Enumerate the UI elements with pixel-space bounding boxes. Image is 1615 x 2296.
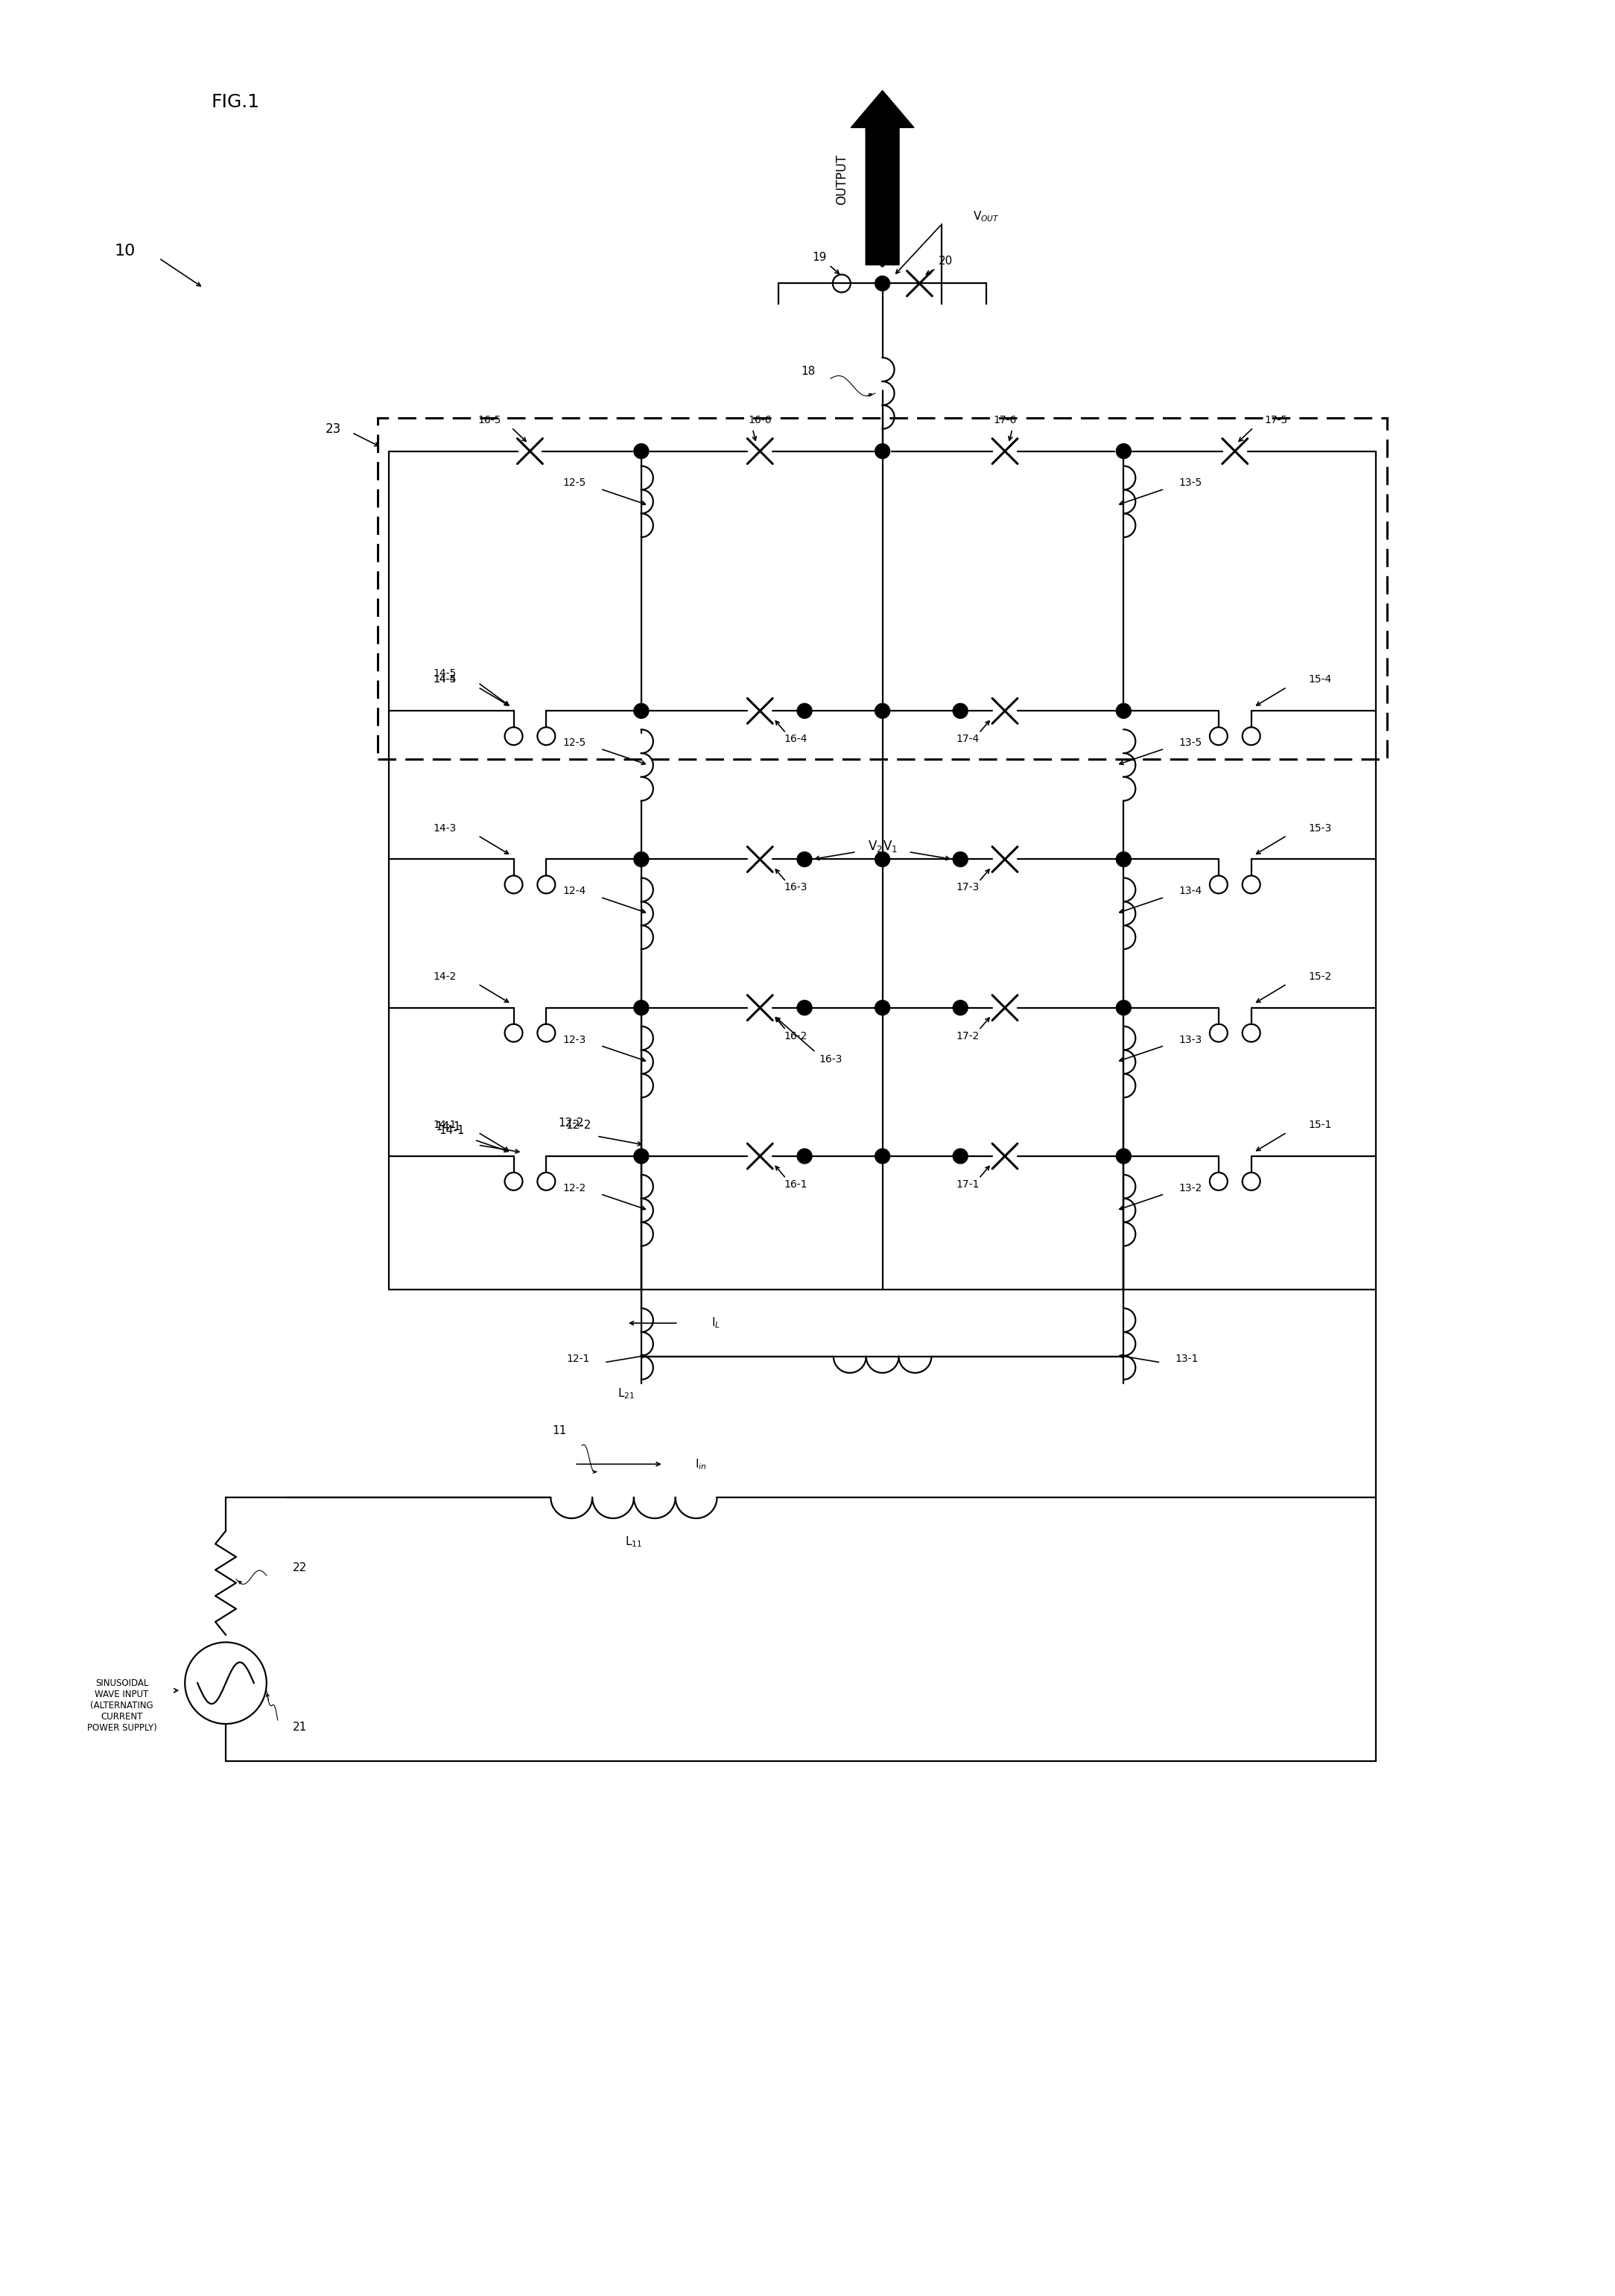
- Text: 19: 19: [812, 253, 827, 264]
- Text: 18: 18: [801, 365, 816, 377]
- Circle shape: [633, 703, 649, 719]
- Text: 17-2: 17-2: [956, 1031, 979, 1040]
- Text: 16-3: 16-3: [819, 1054, 841, 1065]
- Text: 20: 20: [938, 255, 953, 266]
- Text: 13-5: 13-5: [1179, 737, 1202, 748]
- Text: 14-1: 14-1: [439, 1125, 465, 1137]
- Text: I$_L$: I$_L$: [711, 1316, 720, 1329]
- Text: 16-3: 16-3: [783, 882, 808, 893]
- Text: 12-4: 12-4: [564, 886, 586, 895]
- Text: 16-2: 16-2: [783, 1031, 808, 1040]
- Circle shape: [875, 443, 890, 459]
- Text: FIG.1: FIG.1: [212, 94, 260, 110]
- Circle shape: [1116, 443, 1130, 459]
- Text: 14-1: 14-1: [436, 1120, 462, 1132]
- Circle shape: [798, 1001, 812, 1015]
- Text: 13-1: 13-1: [1176, 1355, 1198, 1364]
- Text: 17-5: 17-5: [1265, 416, 1287, 425]
- Circle shape: [875, 1148, 890, 1164]
- Circle shape: [953, 703, 967, 719]
- Text: 17-1: 17-1: [956, 1180, 979, 1189]
- Text: 16-4: 16-4: [783, 735, 808, 744]
- Text: 16-5: 16-5: [478, 416, 501, 425]
- Circle shape: [633, 852, 649, 868]
- Circle shape: [1116, 703, 1130, 719]
- Text: 22: 22: [292, 1564, 307, 1573]
- Circle shape: [798, 1148, 812, 1164]
- Text: 14-3: 14-3: [433, 822, 457, 833]
- Text: 12-5: 12-5: [564, 478, 586, 489]
- Text: 15-3: 15-3: [1308, 822, 1332, 833]
- Text: L$_{11}$: L$_{11}$: [625, 1536, 643, 1550]
- Text: 13-3: 13-3: [1179, 1035, 1202, 1045]
- Circle shape: [875, 1001, 890, 1015]
- Text: 16-1: 16-1: [783, 1180, 808, 1189]
- Text: 14-5: 14-5: [433, 675, 457, 684]
- Circle shape: [1116, 1148, 1130, 1164]
- Text: V$_{OUT}$: V$_{OUT}$: [972, 209, 1000, 223]
- Text: 13-4: 13-4: [1179, 886, 1202, 895]
- Text: 15-1: 15-1: [1308, 1120, 1332, 1130]
- Circle shape: [1116, 1001, 1130, 1015]
- Text: I$_{in}$: I$_{in}$: [694, 1458, 706, 1472]
- Text: 12-2: 12-2: [564, 1182, 586, 1194]
- Circle shape: [798, 852, 812, 868]
- Text: 12-1: 12-1: [567, 1355, 589, 1364]
- Text: 16-6: 16-6: [748, 416, 772, 425]
- Text: 17-4: 17-4: [956, 735, 979, 744]
- Text: 12-3: 12-3: [564, 1035, 586, 1045]
- Text: 21: 21: [292, 1722, 307, 1733]
- Circle shape: [875, 276, 890, 292]
- Circle shape: [633, 1148, 649, 1164]
- Circle shape: [633, 443, 649, 459]
- Text: V$_1$: V$_1$: [882, 838, 898, 854]
- Circle shape: [953, 852, 967, 868]
- Circle shape: [953, 1148, 967, 1164]
- Text: 14-4: 14-4: [433, 675, 457, 684]
- Text: 12-2: 12-2: [565, 1120, 591, 1130]
- Circle shape: [1116, 852, 1130, 868]
- Text: V$_2$: V$_2$: [867, 838, 882, 854]
- Text: 13-2: 13-2: [1179, 1182, 1202, 1194]
- Circle shape: [875, 703, 890, 719]
- Circle shape: [633, 1001, 649, 1015]
- Circle shape: [875, 852, 890, 868]
- Text: 17-6: 17-6: [993, 416, 1016, 425]
- Text: 14-2: 14-2: [433, 971, 457, 983]
- Text: L$_{21}$: L$_{21}$: [619, 1387, 635, 1401]
- Bar: [378, 418, 1387, 760]
- Circle shape: [798, 703, 812, 719]
- Text: 13-5: 13-5: [1179, 478, 1202, 489]
- Text: 12-5: 12-5: [564, 737, 586, 748]
- Text: 14-5: 14-5: [433, 668, 457, 680]
- Text: SINUSOIDAL
WAVE INPUT
(ALTERNATING
CURRENT
POWER SUPPLY): SINUSOIDAL WAVE INPUT (ALTERNATING CURRE…: [87, 1678, 157, 1733]
- FancyArrow shape: [851, 90, 914, 264]
- Text: 12-2: 12-2: [557, 1118, 583, 1127]
- Text: 14-1: 14-1: [433, 1120, 457, 1130]
- Text: 15-2: 15-2: [1308, 971, 1332, 983]
- Text: 23: 23: [325, 422, 341, 436]
- Text: OUTPUT: OUTPUT: [835, 154, 848, 204]
- Text: 15-4: 15-4: [1308, 675, 1332, 684]
- Circle shape: [953, 1001, 967, 1015]
- Text: 10: 10: [115, 243, 136, 257]
- Text: 17-3: 17-3: [956, 882, 979, 893]
- Text: 11: 11: [552, 1426, 567, 1437]
